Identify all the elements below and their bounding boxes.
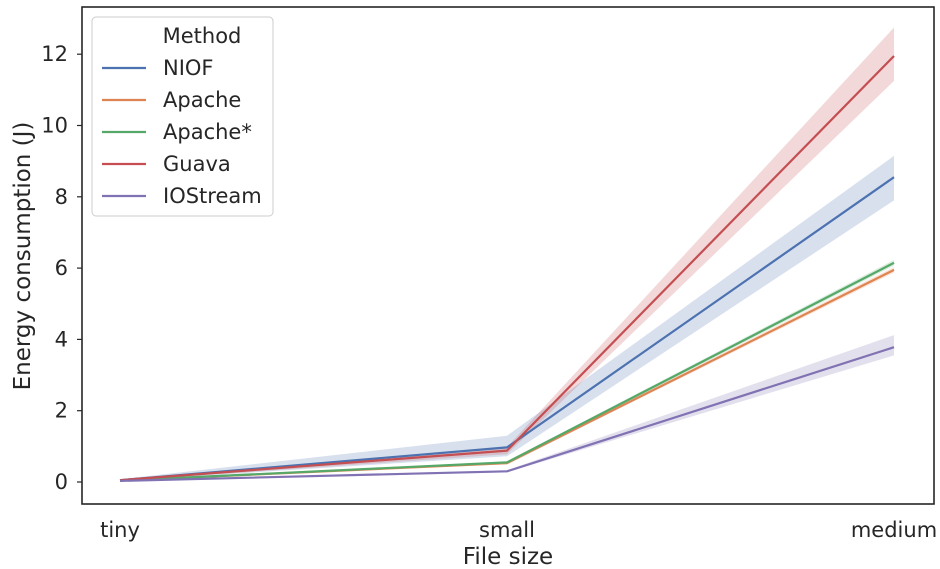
legend-label-niof: NIOF xyxy=(163,56,214,80)
x-axis-label: File size xyxy=(463,544,553,569)
x-tick-label: medium xyxy=(851,518,937,542)
series-lines xyxy=(119,55,895,482)
x-axis-ticks: tiny small medium xyxy=(100,518,937,542)
legend-title: Method xyxy=(163,24,242,48)
legend-label-iostream: IOStream xyxy=(163,184,262,208)
y-tick-label: 4 xyxy=(55,327,68,351)
y-axis-ticks: 0 2 4 6 8 10 12 xyxy=(41,42,82,494)
y-axis-label: Energy consumption (J) xyxy=(10,122,36,391)
y-tick-label: 10 xyxy=(41,114,68,138)
series-line-iostream xyxy=(119,346,895,482)
y-tick-label: 0 xyxy=(55,470,68,494)
y-tick-label: 12 xyxy=(41,42,68,66)
ci-band-iostream xyxy=(120,335,894,482)
y-tick-label: 2 xyxy=(55,399,68,423)
series-line-guava xyxy=(119,55,895,482)
y-tick-label: 6 xyxy=(55,256,68,280)
legend: Method NIOF Apache Apache* Guava IOStream xyxy=(91,16,274,217)
legend-items: NIOF Apache Apache* Guava IOStream xyxy=(102,56,262,208)
legend-label-guava: Guava xyxy=(163,152,231,176)
x-tick-label: tiny xyxy=(100,518,140,542)
legend-label-apache: Apache xyxy=(163,88,241,112)
y-tick-label: 8 xyxy=(55,185,68,209)
legend-label-apache: Apache* xyxy=(163,120,252,144)
legend-box xyxy=(91,16,274,217)
x-tick-label: small xyxy=(479,518,535,542)
series-line-apache xyxy=(119,261,895,482)
plot-frame xyxy=(81,6,935,505)
